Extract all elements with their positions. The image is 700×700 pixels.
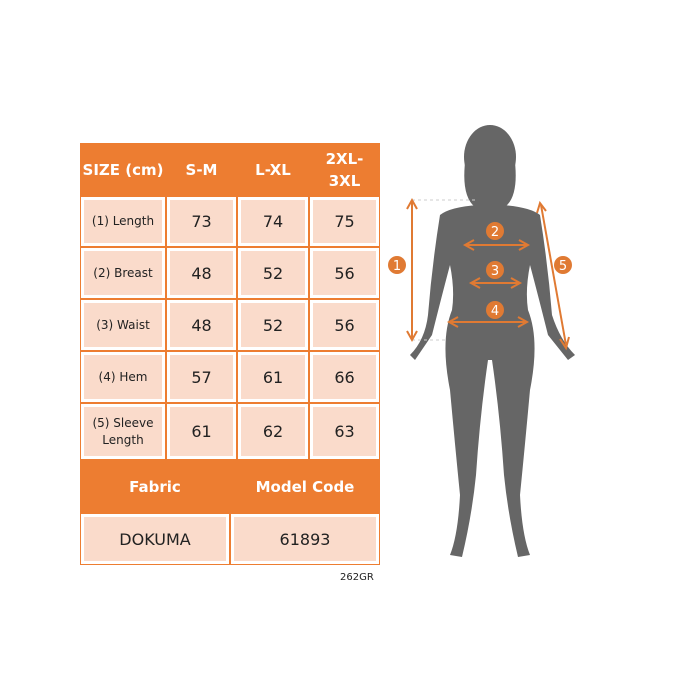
marker-label: 5 [559,259,567,274]
marker-3: 3 [486,261,504,279]
measurement-arrows [406,197,570,351]
marker-label: 4 [491,304,499,319]
marker-4: 4 [486,301,504,319]
table-row: (2) Breast 48 52 56 [80,247,380,299]
table-row: (5) Sleeve Length 61 62 63 [80,403,380,460]
body-silhouette-diagram: 1 2 3 4 5 [388,125,575,557]
header-s-m: S-M [185,160,218,179]
size-value: 66 [310,352,379,402]
table-row: (1) Length 73 74 75 [80,196,380,247]
header-l-xl: L-XL [255,160,291,179]
model-code-label: Model Code [255,477,355,496]
size-value: 57 [167,352,236,402]
row-label: (2) Breast [81,248,165,298]
marker-1: 1 [388,256,406,274]
guide-lines [412,199,478,341]
header-2xl-3xl: 2XL-3XL [325,149,364,190]
size-value: 73 [167,197,236,246]
marker-2: 2 [486,222,504,240]
marker-label: 1 [393,259,401,274]
size-value: 48 [167,248,236,298]
fabric-header: Fabric Model Code [80,460,380,513]
marker-label: 3 [491,264,499,279]
size-value: 75 [310,197,379,246]
size-value: 62 [238,404,308,459]
row-label: (4) Hem [81,352,165,402]
table-row: (3) Waist 48 52 56 [80,299,380,351]
marker-label: 2 [491,225,499,240]
size-value: 52 [238,248,308,298]
model-code-value: 61893 [231,514,379,564]
row-label: (1) Length [81,197,165,246]
table-header: SIZE (cm) S-M L-XL 2XL-3XL [80,143,380,196]
header-size: SIZE (cm) [82,160,164,179]
fabric-value: DOKUMA [81,514,229,564]
size-value: 52 [238,300,308,350]
size-value: 56 [310,300,379,350]
marker-5: 5 [554,256,572,274]
row-label: (3) Waist [81,300,165,350]
size-value: 48 [167,300,236,350]
size-value: 61 [238,352,308,402]
size-value: 56 [310,248,379,298]
size-value: 63 [310,404,379,459]
size-value: 61 [167,404,236,459]
size-value: 74 [238,197,308,246]
product-code: 262GR [340,572,374,583]
table-row: (4) Hem 57 61 66 [80,351,380,403]
size-table: SIZE (cm) S-M L-XL 2XL-3XL (1) Length 73 7… [80,143,380,565]
fabric-label: Fabric [129,477,181,496]
row-label: (5) Sleeve Length [81,404,165,459]
silhouette [410,125,575,557]
